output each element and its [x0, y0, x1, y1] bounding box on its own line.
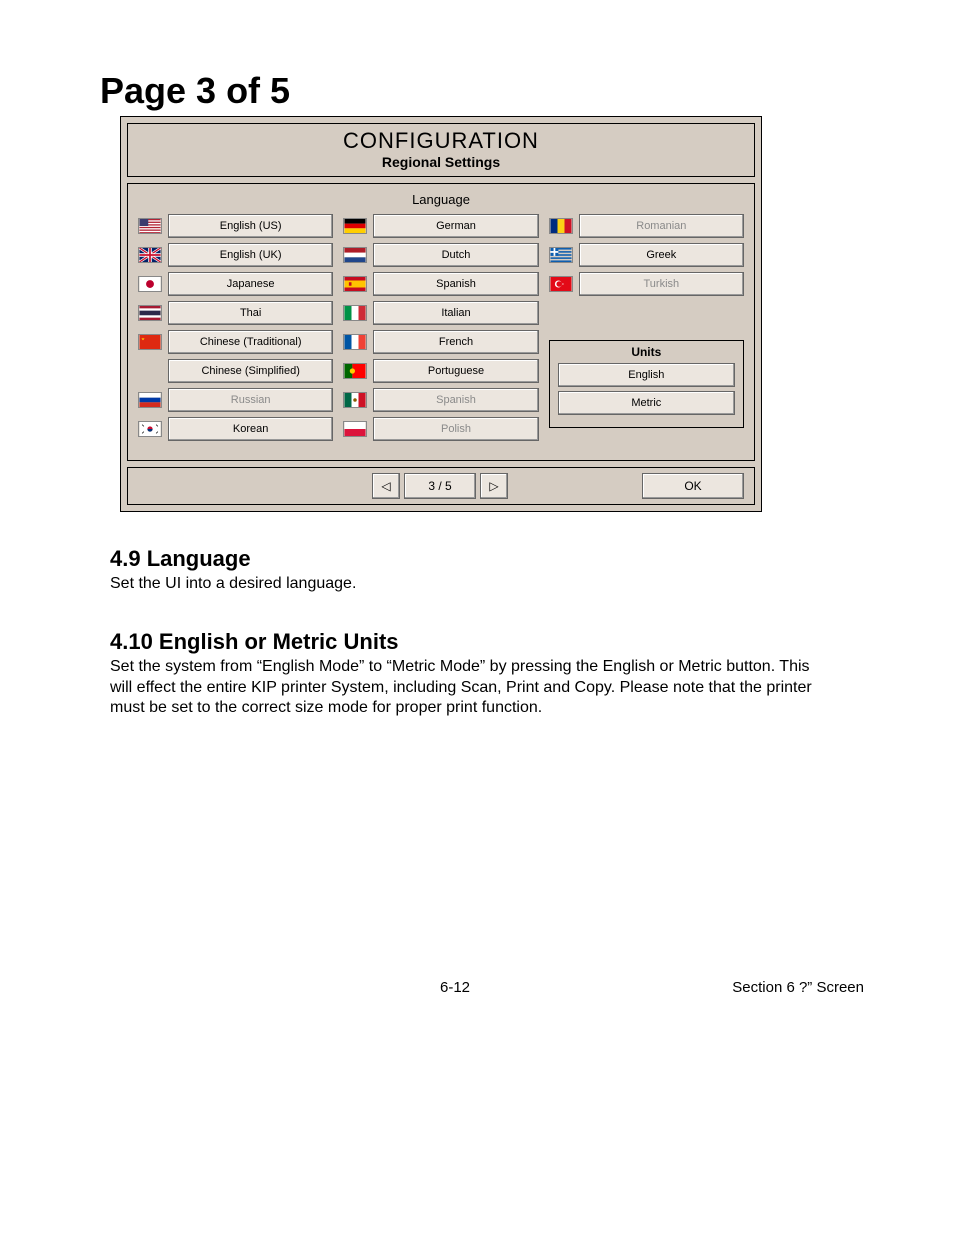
language-button-romanian: Romanian: [579, 214, 744, 238]
window-title: CONFIGURATION: [128, 128, 754, 154]
language-row: Chinese (Traditional): [138, 329, 333, 355]
page-footer: 6-12 Section 6 ?” Screen: [60, 979, 894, 996]
kr-flag-icon: [138, 421, 162, 437]
language-button-greek[interactable]: Greek: [579, 243, 744, 267]
units-title: Units: [558, 341, 735, 363]
unit-button-english[interactable]: English: [558, 363, 735, 387]
language-header: Language: [138, 190, 744, 213]
gr-flag-icon: [549, 247, 573, 263]
language-button-spanish: Spanish: [373, 388, 538, 412]
language-button-japanese[interactable]: Japanese: [168, 272, 333, 296]
language-row: Spanish: [343, 271, 538, 297]
language-row: English (UK): [138, 242, 333, 268]
pt-flag-icon: [343, 363, 367, 379]
language-button-dutch[interactable]: Dutch: [373, 243, 538, 267]
language-button-thai[interactable]: Thai: [168, 301, 333, 325]
nl-flag-icon: [343, 247, 367, 263]
language-button-french[interactable]: French: [373, 330, 538, 354]
section-body: Set the UI into a desired language.: [110, 574, 834, 595]
language-row: Romanian: [549, 213, 744, 239]
pager: ◁ 3 / 5 ▷: [372, 473, 508, 499]
jp-flag-icon: [138, 276, 162, 292]
language-button-german[interactable]: German: [373, 214, 538, 238]
language-panel: Language English (US) English (UK) Japanes…: [127, 183, 755, 461]
us-flag-icon: [138, 218, 162, 234]
footer-section: Section 6 ?” Screen: [732, 979, 864, 996]
language-row: Greek: [549, 242, 744, 268]
section-body: Set the system from “English Mode” to “M…: [110, 657, 834, 719]
language-row: Thai: [138, 300, 333, 326]
language-button-polish: Polish: [373, 417, 538, 441]
window-titlebar: CONFIGURATION Regional Settings: [127, 123, 755, 177]
language-row: Portuguese: [343, 358, 538, 384]
ro-flag-icon: [549, 218, 573, 234]
language-row: Dutch: [343, 242, 538, 268]
language-row: Spanish: [343, 387, 538, 413]
uk-flag-icon: [138, 247, 162, 263]
tr-flag-icon: [549, 276, 573, 292]
language-button-korean[interactable]: Korean: [168, 417, 333, 441]
fr-flag-icon: [343, 334, 367, 350]
language-button-english-us-[interactable]: English (US): [168, 214, 333, 238]
language-button-english-uk-[interactable]: English (UK): [168, 243, 333, 267]
prev-button[interactable]: ◁: [372, 473, 400, 499]
window-subtitle: Regional Settings: [128, 154, 754, 170]
configuration-window: CONFIGURATION Regional Settings Language…: [120, 116, 762, 512]
language-button-turkish: Turkish: [579, 272, 744, 296]
unit-button-metric[interactable]: Metric: [558, 391, 735, 415]
de-flag-icon: [343, 218, 367, 234]
language-row: Turkish: [549, 271, 744, 297]
language-button-italian[interactable]: Italian: [373, 301, 538, 325]
language-button-chinese-simplified-[interactable]: Chinese (Simplified): [168, 359, 333, 383]
language-button-russian: Russian: [168, 388, 333, 412]
it-flag-icon: [343, 305, 367, 321]
next-button[interactable]: ▷: [480, 473, 508, 499]
ok-button[interactable]: OK: [642, 473, 744, 499]
language-row: Polish: [343, 416, 538, 442]
flag-placeholder: [138, 363, 162, 379]
cn-flag-icon: [138, 334, 162, 350]
language-row: English (US): [138, 213, 333, 239]
pl-flag-icon: [343, 421, 367, 437]
es-flag-icon: [343, 276, 367, 292]
language-row: Korean: [138, 416, 333, 442]
section-heading: 4.9 Language: [110, 546, 894, 572]
language-row: French: [343, 329, 538, 355]
language-row: Japanese: [138, 271, 333, 297]
section-heading: 4.10 English or Metric Units: [110, 629, 894, 655]
language-button-chinese-traditional-[interactable]: Chinese (Traditional): [168, 330, 333, 354]
mx-flag-icon: [343, 392, 367, 408]
page-title: Page 3 of 5: [100, 70, 894, 112]
page-indicator: 3 / 5: [404, 473, 476, 499]
th-flag-icon: [138, 305, 162, 321]
language-row: Chinese (Simplified): [138, 358, 333, 384]
language-row: German: [343, 213, 538, 239]
language-row: Russian: [138, 387, 333, 413]
footer-page-number: 6-12: [440, 979, 470, 996]
language-button-portuguese[interactable]: Portuguese: [373, 359, 538, 383]
language-row: Italian: [343, 300, 538, 326]
footer-bar: ◁ 3 / 5 ▷ OK: [127, 467, 755, 505]
units-box: UnitsEnglish Metric: [549, 340, 744, 428]
ru-flag-icon: [138, 392, 162, 408]
language-button-spanish[interactable]: Spanish: [373, 272, 538, 296]
